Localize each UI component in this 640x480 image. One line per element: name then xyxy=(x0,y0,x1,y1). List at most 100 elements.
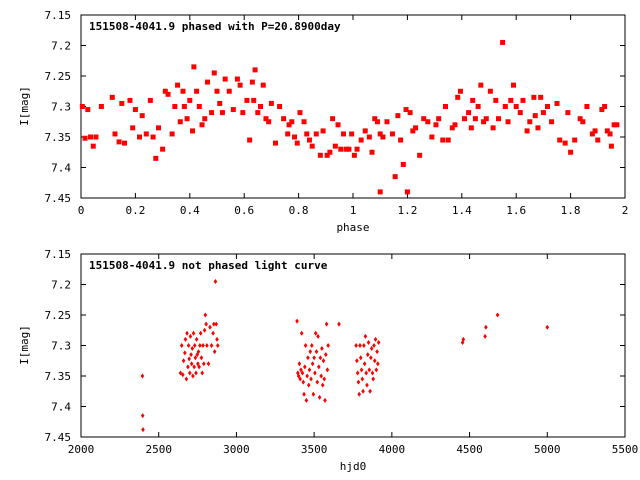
x-tick-label: 1.2 xyxy=(397,204,417,217)
data-point xyxy=(557,137,563,143)
data-point xyxy=(150,134,156,140)
data-point xyxy=(255,110,261,116)
data-point xyxy=(608,143,614,149)
data-point xyxy=(538,94,544,100)
data-point xyxy=(180,88,186,94)
data-point xyxy=(540,110,546,116)
data-point xyxy=(196,104,202,109)
x-tick-label: 4000 xyxy=(379,443,406,456)
data-point xyxy=(140,373,145,379)
data-point xyxy=(365,352,370,358)
data-point xyxy=(184,116,190,122)
data-point xyxy=(310,361,315,367)
data-point xyxy=(195,352,200,358)
data-point xyxy=(375,349,379,355)
data-point xyxy=(299,330,304,336)
data-point xyxy=(130,125,136,131)
data-point xyxy=(372,116,378,122)
data-point xyxy=(299,367,303,373)
data-point xyxy=(324,352,328,358)
data-point xyxy=(93,134,99,140)
x-tick-label: 3000 xyxy=(223,443,250,456)
data-point xyxy=(292,134,298,140)
data-point xyxy=(372,358,377,364)
data-point xyxy=(244,97,250,103)
data-point xyxy=(196,349,201,355)
data-point xyxy=(296,370,300,376)
x-tick-label: 0.2 xyxy=(125,204,145,217)
data-point xyxy=(153,155,159,161)
data-point xyxy=(88,134,94,140)
y-tick-label: 7.15 xyxy=(45,9,72,22)
data-point xyxy=(178,370,183,376)
data-point xyxy=(316,333,320,339)
x-tick-label: 1.8 xyxy=(561,204,581,217)
data-point xyxy=(186,343,191,348)
data-point xyxy=(403,107,409,113)
data-point xyxy=(143,131,149,137)
data-point xyxy=(371,376,376,382)
data-point xyxy=(215,343,220,348)
data-point xyxy=(317,364,321,370)
data-point xyxy=(359,367,364,373)
data-point xyxy=(365,382,369,388)
x-axis-label: hjd0 xyxy=(340,460,367,473)
plot-frame xyxy=(80,14,626,199)
data-point xyxy=(186,364,190,370)
data-point xyxy=(320,346,324,352)
data-point xyxy=(544,104,550,109)
x-tick-label: 2 xyxy=(622,204,629,217)
data-point xyxy=(320,128,326,134)
data-point xyxy=(306,382,311,388)
data-point xyxy=(215,336,219,342)
data-point xyxy=(192,343,197,348)
data-point xyxy=(109,94,115,100)
data-point xyxy=(524,128,530,134)
data-point xyxy=(580,119,586,125)
y-tick-label: 7.35 xyxy=(45,131,72,144)
data-point xyxy=(196,361,200,367)
y-tick-label: 7.4 xyxy=(51,401,71,414)
data-point xyxy=(312,355,316,361)
data-point xyxy=(520,97,526,103)
data-point xyxy=(358,343,362,348)
data-point xyxy=(532,113,538,119)
data-point xyxy=(369,149,375,155)
data-point xyxy=(313,131,319,137)
data-point xyxy=(303,343,308,348)
data-point xyxy=(204,79,210,85)
data-point xyxy=(440,137,446,143)
y-tick-label: 7.3 xyxy=(51,340,71,353)
data-point xyxy=(240,110,246,116)
data-point xyxy=(398,137,404,143)
x-tick-label: 5000 xyxy=(534,443,561,456)
data-points xyxy=(140,278,550,433)
data-point xyxy=(307,367,312,373)
data-point xyxy=(324,152,330,158)
data-point xyxy=(326,343,330,348)
y-tick-label: 7.45 xyxy=(45,431,72,444)
x-tick-label: 5500 xyxy=(612,443,639,456)
data-point xyxy=(490,125,496,131)
data-point xyxy=(358,137,364,143)
data-point xyxy=(483,116,489,122)
data-point xyxy=(199,355,204,361)
y-axis-label: I[mag] xyxy=(18,325,31,365)
data-point xyxy=(449,125,455,131)
data-point xyxy=(304,131,310,137)
data-point xyxy=(607,131,613,137)
x-tick-label: 0 xyxy=(78,204,85,217)
data-point xyxy=(181,372,185,378)
data-point xyxy=(127,97,133,103)
data-point xyxy=(475,104,481,109)
data-point xyxy=(189,352,193,358)
data-point xyxy=(367,367,372,373)
raw-light-curve-panel: 2000 2500 3000 3500 4000 4500 5000 5500 7.15 7.2 7… xyxy=(18,248,638,473)
data-point xyxy=(179,343,184,348)
data-point xyxy=(162,88,168,94)
data-point xyxy=(201,343,205,348)
data-point xyxy=(535,125,541,131)
data-point xyxy=(309,376,313,382)
data-point xyxy=(194,370,198,376)
data-point xyxy=(481,119,487,125)
